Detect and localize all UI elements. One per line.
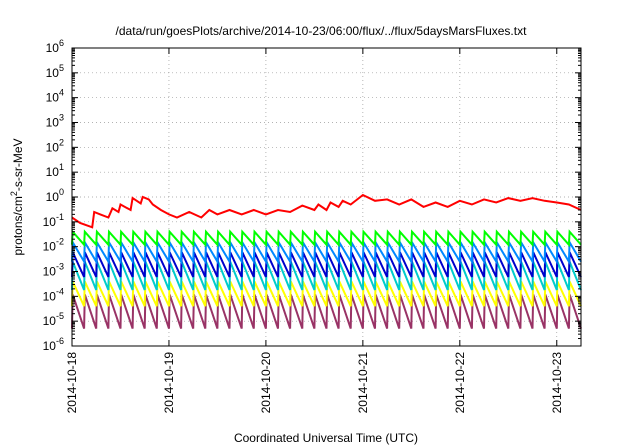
series-line xyxy=(71,261,582,291)
x-tick-label: 2014-10-23 xyxy=(550,352,564,414)
y-tick-label: 10-4 xyxy=(43,286,64,303)
y-axis-title-pre: protons/cm xyxy=(11,196,25,255)
y-tick-label: 104 xyxy=(46,88,64,105)
y-tick-label: 106 xyxy=(46,38,64,55)
x-tick-label: 2014-10-18 xyxy=(65,352,79,414)
series-layer xyxy=(71,193,582,329)
x-tick-label: 2014-10-20 xyxy=(259,352,273,414)
y-tick-label: 100 xyxy=(46,187,64,204)
series-line xyxy=(71,229,582,248)
y-tick-label: 10-1 xyxy=(43,212,64,229)
y-axis-title: protons/cm2-s-sr-MeV xyxy=(9,138,25,255)
x-tick-label: 2014-10-19 xyxy=(162,352,176,414)
chart-title: /data/run/goesPlots/archive/2014-10-23/0… xyxy=(116,24,528,38)
x-axis-title: Coordinated Universal Time (UTC) xyxy=(234,431,418,445)
y-tick-label: 101 xyxy=(46,162,64,179)
y-tick-label: 105 xyxy=(46,63,64,80)
y-tick-label: 102 xyxy=(46,137,64,154)
y-tick-label: 10-2 xyxy=(43,237,64,254)
ticks: 106 105 104 103 102 101 100 10-1 10-2 10-3 10-4 10-… xyxy=(43,38,581,413)
y-axis-title-sup: 2 xyxy=(9,191,19,196)
series-line xyxy=(71,238,582,266)
series-line xyxy=(71,251,582,278)
x-tick-label: 2014-10-21 xyxy=(356,352,370,414)
series-line xyxy=(71,280,582,307)
series-line xyxy=(71,294,582,329)
x-tick-label: 2014-10-22 xyxy=(453,352,467,414)
y-tick-label: 10-3 xyxy=(43,262,64,279)
y-tick-label: 103 xyxy=(46,113,64,130)
series-line-red xyxy=(71,193,582,229)
y-tick-label: 10-5 xyxy=(43,311,64,328)
y-tick-label: 10-6 xyxy=(43,336,64,353)
y-axis-title-post: -s-sr-MeV xyxy=(11,138,25,191)
